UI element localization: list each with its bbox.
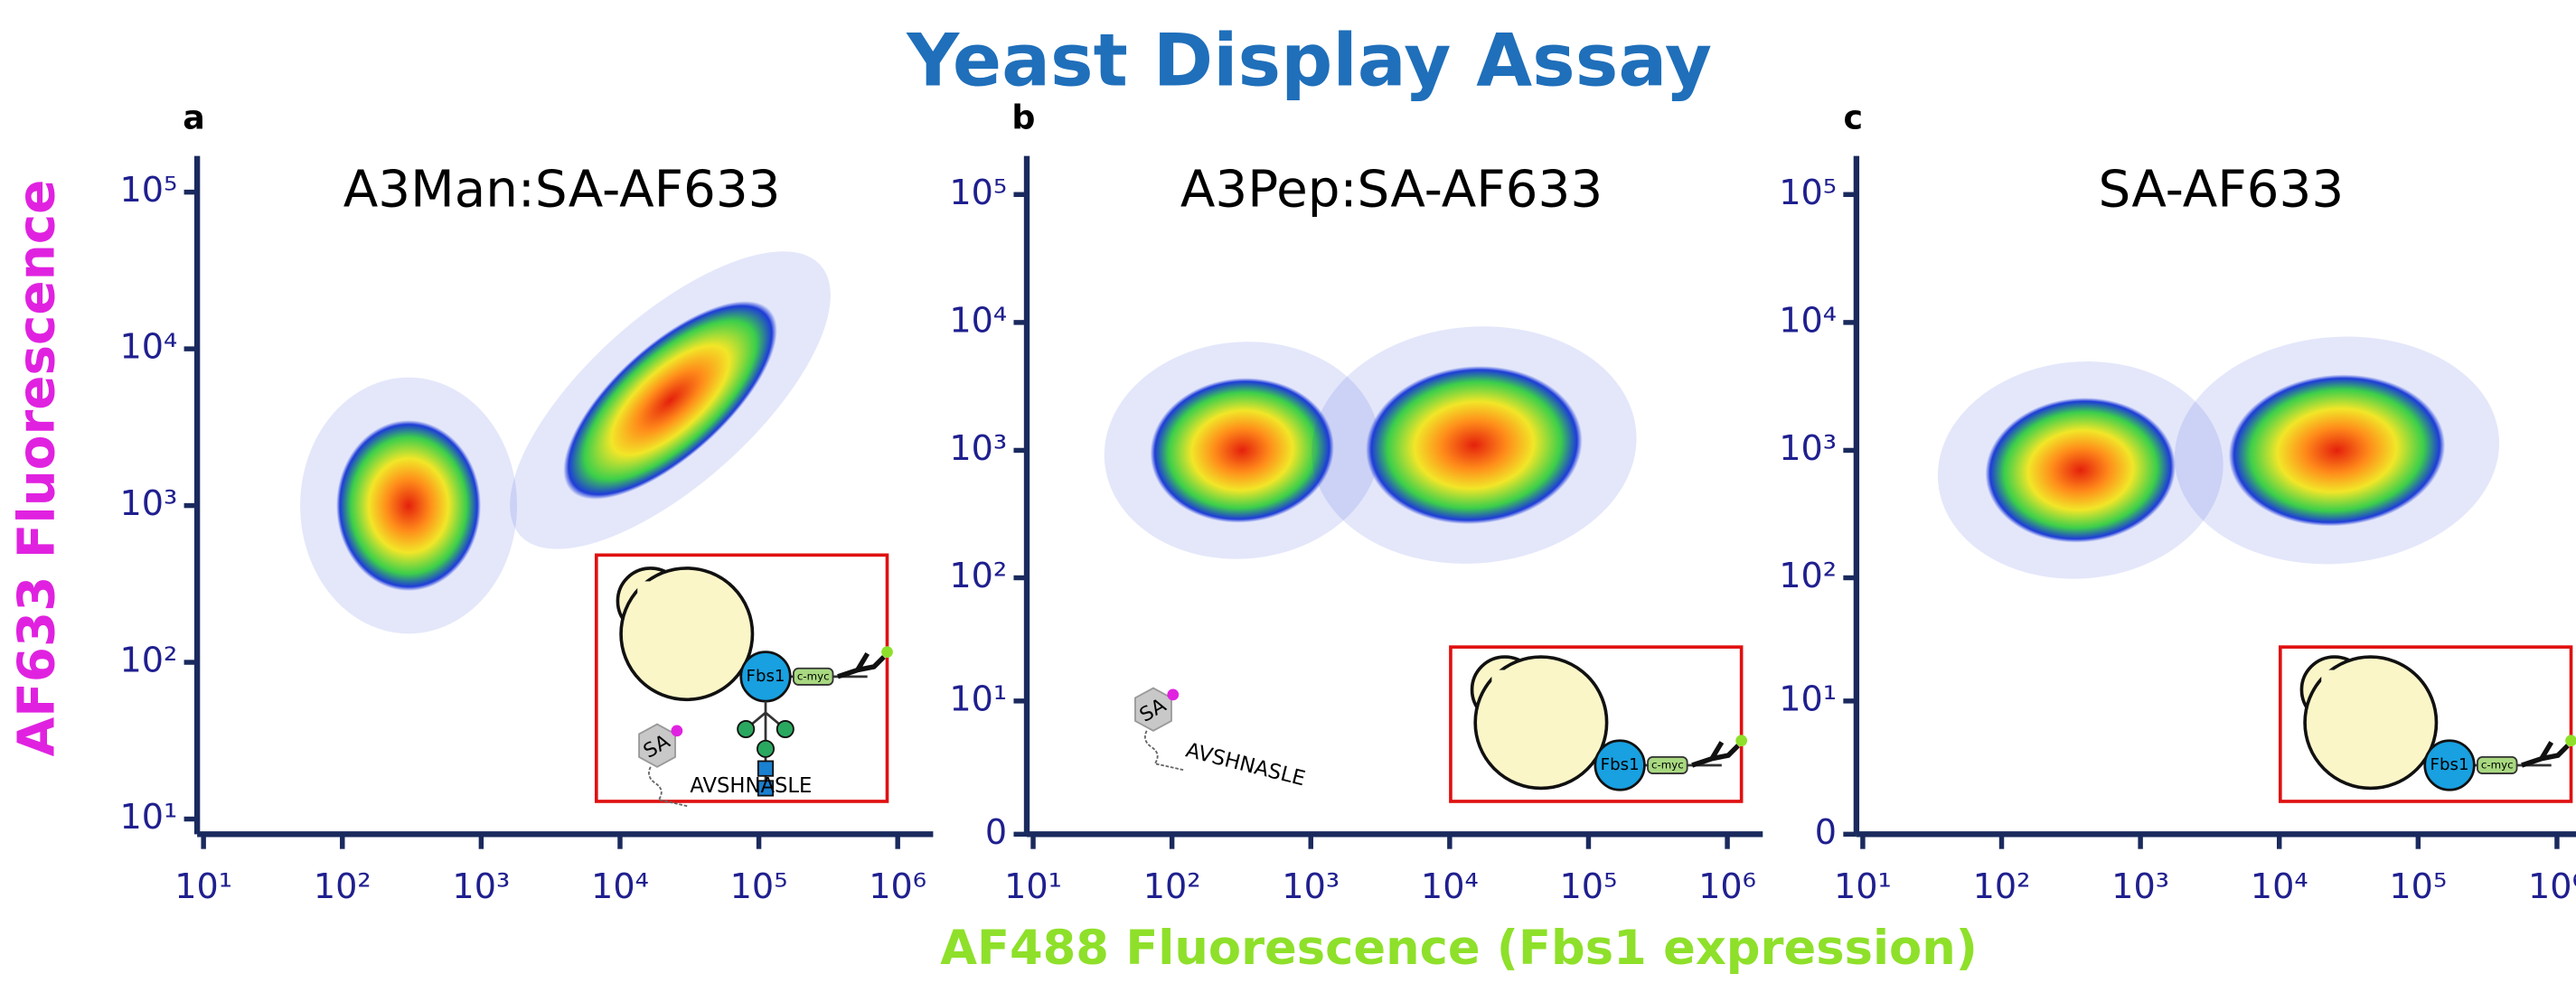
panel-letter: a <box>183 98 205 137</box>
peptide-chain <box>1145 731 1185 771</box>
fbs1-label: Fbs1 <box>2430 755 2469 774</box>
cell-bud-cover <box>637 581 660 604</box>
x-tick-label: 10¹ <box>1004 866 1062 906</box>
mannose <box>777 721 794 737</box>
x-tick-label: 10² <box>1143 866 1201 906</box>
fbs1-label: Fbs1 <box>1601 755 1640 774</box>
x-tick-label: 10⁵ <box>2389 866 2447 906</box>
panel-letter: b <box>1011 98 1035 137</box>
x-tick-label: 10⁴ <box>1421 866 1479 906</box>
x-tick-label: 10⁴ <box>2251 866 2308 906</box>
y-tick-label: 10³ <box>949 428 1007 468</box>
y-tick-label: 10⁵ <box>949 173 1007 212</box>
x-tick-label: 10³ <box>1282 866 1340 906</box>
fluorophore <box>1735 735 1747 746</box>
y-tick-label: 10⁴ <box>949 300 1007 340</box>
x-tick-label: 10⁶ <box>1698 866 1756 906</box>
y-axis-label: AF633 Fluorescence <box>7 180 66 757</box>
y-tick-label: 10⁵ <box>119 170 177 210</box>
fbs1-label: Fbs1 <box>747 667 785 686</box>
x-tick-label: 10⁶ <box>869 866 926 906</box>
y-tick-label: 0 <box>985 812 1007 852</box>
page: {"title": "Yeast Display Assay", "y_labe… <box>0 0 2576 983</box>
mannose <box>757 741 774 757</box>
af633-dye <box>672 725 683 736</box>
cmyc-label: c-myc <box>1651 758 1684 771</box>
x-tick-label: 10¹ <box>1834 866 1892 906</box>
panel-title: SA-AF633 <box>2099 160 2345 219</box>
y-tick-label: 10¹ <box>1779 679 1837 718</box>
x-tick-label: 10³ <box>452 866 510 906</box>
x-axis-label: AF488 Fluorescence (Fbs1 expression) <box>940 921 1978 976</box>
x-tick-label: 10⁴ <box>591 866 649 906</box>
fluorophore <box>881 646 893 658</box>
af633-dye <box>1167 688 1179 700</box>
peptide-label: AVSHNASLE <box>1183 739 1307 791</box>
panel-letter: c <box>1843 98 1863 137</box>
x-tick-label: 10² <box>314 866 371 906</box>
figure: Yeast Display Assay AF633 Fluorescence A… <box>0 0 2576 983</box>
y-tick-label: 10¹ <box>119 797 177 837</box>
y-tick-label: 10⁵ <box>1779 173 1837 212</box>
y-tick-label: 10² <box>1779 556 1837 595</box>
y-tick-label: 10⁴ <box>119 327 177 367</box>
x-tick-label: 10¹ <box>174 866 232 906</box>
figure-title: Yeast Display Assay <box>906 19 1712 103</box>
x-tick-label: 10² <box>1973 866 2031 906</box>
cell-bud-cover <box>2321 670 2344 693</box>
y-tick-label: 10⁴ <box>1779 300 1837 340</box>
y-tick-label: 10³ <box>119 483 177 523</box>
panel-title: A3Man:SA-AF633 <box>343 160 781 219</box>
density-cluster <box>336 420 481 591</box>
x-tick-label: 10⁵ <box>1560 866 1618 906</box>
panel-title: A3Pep:SA-AF633 <box>1180 160 1603 219</box>
cmyc-label: c-myc <box>797 669 830 682</box>
y-tick-label: 10³ <box>1779 428 1837 468</box>
y-tick-label: 10¹ <box>949 679 1007 718</box>
y-tick-label: 10² <box>949 556 1007 595</box>
x-tick-label: 10⁶ <box>2528 866 2576 906</box>
cmyc-label: c-myc <box>2481 758 2514 771</box>
y-tick-label: 10² <box>119 641 177 680</box>
y-tick-label: 0 <box>1815 812 1837 852</box>
x-tick-label: 10³ <box>2111 866 2169 906</box>
cell-bud-cover <box>1491 670 1514 693</box>
peptide-label: AVSHNASLE <box>690 774 812 798</box>
mannose <box>738 721 754 737</box>
x-tick-label: 10⁵ <box>730 866 788 906</box>
